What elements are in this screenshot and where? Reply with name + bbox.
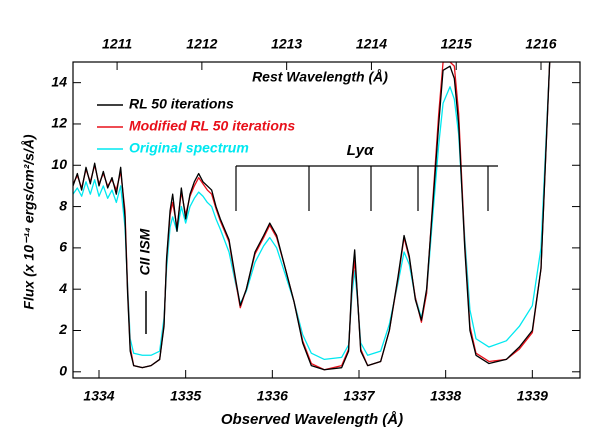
- x2-tick-label: 1211: [102, 36, 132, 52]
- annotation: CII ISM: [137, 228, 153, 275]
- y-tick-label: 8: [59, 197, 67, 213]
- x-tick-label: 1338: [430, 388, 461, 404]
- legend-label: RL 50 iterations: [129, 96, 234, 112]
- y-tick-label: 14: [51, 73, 67, 89]
- x2-tick-label: 1213: [271, 36, 302, 52]
- x2-tick-label: 1216: [525, 36, 556, 52]
- x2-axis-label: Rest Wavelength (Å): [252, 69, 388, 85]
- y-tick-label: 4: [58, 280, 67, 296]
- x2-tick-label: 1212: [186, 36, 217, 52]
- y-tick-label: 12: [51, 115, 67, 131]
- x2-tick-label: 1214: [356, 36, 387, 52]
- legend: RL 50 iterations Modified RL 50 iteration…: [97, 96, 295, 156]
- y-axis-label: Flux (x 10⁻¹⁴ ergs/cm²/s/Å): [21, 134, 37, 310]
- legend-label: Modified RL 50 iterations: [129, 118, 295, 134]
- x-tick-label: 1334: [83, 388, 114, 404]
- y-tick-label: 0: [59, 363, 67, 379]
- y-tick-label: 2: [58, 321, 67, 337]
- y-tick-label: 10: [51, 156, 67, 172]
- plot-lines: [73, 62, 551, 371]
- plot-frame: [72, 61, 581, 379]
- x-tick-label: 1335: [170, 388, 201, 404]
- x-axis-label: Observed Wavelength (Å): [221, 411, 403, 428]
- y-tick-label: 6: [59, 239, 67, 255]
- x-tick-label: 1339: [517, 388, 548, 404]
- legend-label: Original spectrum: [129, 140, 249, 156]
- x-tick-label: 1336: [257, 388, 288, 404]
- annotation: Lyα: [347, 142, 375, 159]
- x-tick-label: 1337: [343, 388, 375, 404]
- x2-tick-label: 1215: [441, 36, 472, 52]
- lya-bracket: [235, 165, 498, 211]
- series-line: [73, 62, 551, 371]
